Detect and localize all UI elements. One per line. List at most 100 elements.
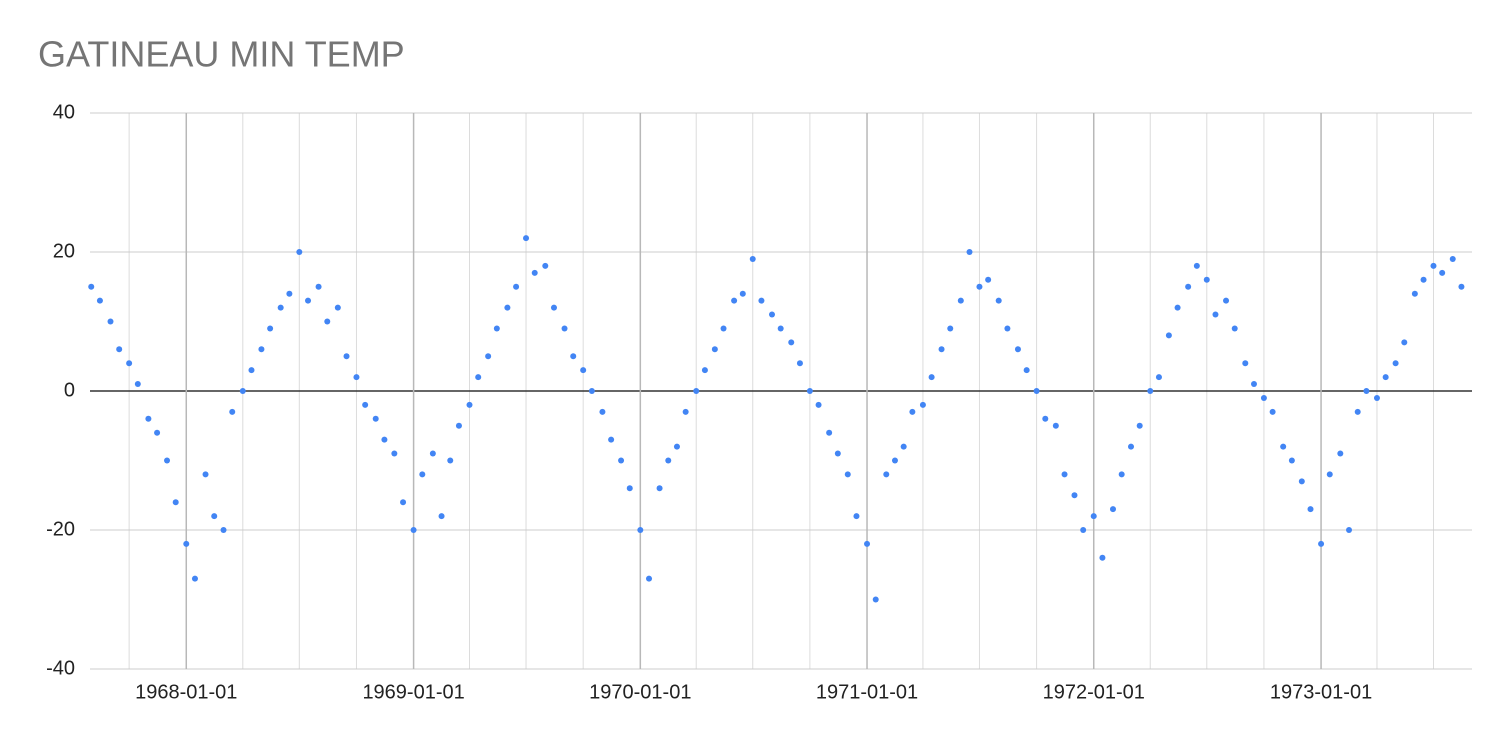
point: [966, 249, 973, 255]
point: [646, 575, 653, 582]
point: [296, 249, 303, 255]
point: [1269, 408, 1276, 415]
point: [267, 325, 274, 332]
point: [1023, 367, 1030, 374]
point: [334, 304, 341, 311]
point: [758, 297, 765, 304]
point: [400, 499, 407, 506]
point: [891, 457, 898, 464]
point: [410, 527, 417, 533]
point: [900, 443, 907, 450]
point: [96, 297, 103, 304]
point: [1174, 304, 1181, 311]
point: [116, 346, 123, 353]
point: [191, 575, 198, 582]
point: [126, 360, 133, 367]
point: [277, 304, 284, 311]
point: [429, 450, 436, 457]
point: [883, 471, 890, 478]
point: [324, 318, 331, 325]
point: [504, 304, 511, 311]
point: [1449, 255, 1456, 262]
point: [485, 353, 492, 360]
point: [1193, 262, 1200, 269]
point: [665, 457, 672, 464]
point: [107, 318, 114, 325]
point: [909, 408, 916, 415]
point: [372, 415, 379, 422]
point: [211, 513, 218, 520]
point: [1326, 471, 1333, 478]
point: [588, 388, 595, 394]
point: [1337, 450, 1344, 457]
point: [1118, 471, 1125, 478]
point: [1231, 325, 1238, 332]
point: [1260, 394, 1267, 401]
point: [1223, 297, 1230, 304]
point: [391, 450, 398, 457]
point: [853, 513, 860, 520]
point: [1014, 346, 1021, 353]
point: [286, 290, 293, 297]
point: [872, 596, 879, 603]
point: [1136, 422, 1143, 429]
point: [1203, 276, 1210, 283]
point: [656, 485, 663, 492]
point: [580, 367, 587, 374]
point: [1080, 527, 1087, 533]
point: [220, 527, 227, 533]
point: [438, 513, 445, 520]
point: [788, 339, 795, 346]
y-tick-label: -20: [46, 518, 75, 540]
point: [731, 297, 738, 304]
point: [1439, 269, 1446, 276]
point: [626, 485, 633, 492]
point: [570, 353, 577, 360]
point: [1071, 492, 1078, 499]
point: [447, 457, 454, 464]
point: [550, 304, 557, 311]
point: [618, 457, 625, 464]
point: [315, 283, 322, 290]
point: [1185, 283, 1192, 290]
point: [229, 408, 236, 415]
point: [466, 401, 473, 408]
point: [1061, 471, 1068, 478]
point: [673, 443, 680, 450]
point: [1288, 457, 1295, 464]
point: [1033, 388, 1040, 394]
point: [88, 283, 95, 290]
point: [1250, 381, 1257, 388]
point: [258, 346, 265, 353]
point: [1155, 374, 1162, 381]
point: [637, 527, 644, 533]
point: [164, 457, 171, 464]
point: [749, 255, 756, 262]
point: [1212, 311, 1219, 318]
point: [145, 415, 152, 422]
y-tick-label: 40: [53, 101, 75, 123]
point: [693, 388, 700, 394]
point: [1318, 540, 1325, 547]
point: [1430, 262, 1437, 269]
point: [1298, 478, 1305, 485]
point: [739, 290, 746, 297]
point: [806, 388, 813, 394]
point: [1052, 422, 1059, 429]
point: [995, 297, 1002, 304]
point: [1242, 360, 1249, 367]
point: [305, 297, 312, 304]
point: [796, 360, 803, 367]
point: [1109, 506, 1116, 513]
point: [1042, 415, 1049, 422]
point: [1280, 443, 1287, 450]
point: [1346, 527, 1353, 533]
point: [682, 408, 689, 415]
point: [531, 269, 538, 276]
point: [183, 540, 190, 547]
y-tick-label: 0: [64, 379, 75, 401]
point: [844, 471, 851, 478]
point: [1420, 276, 1427, 283]
